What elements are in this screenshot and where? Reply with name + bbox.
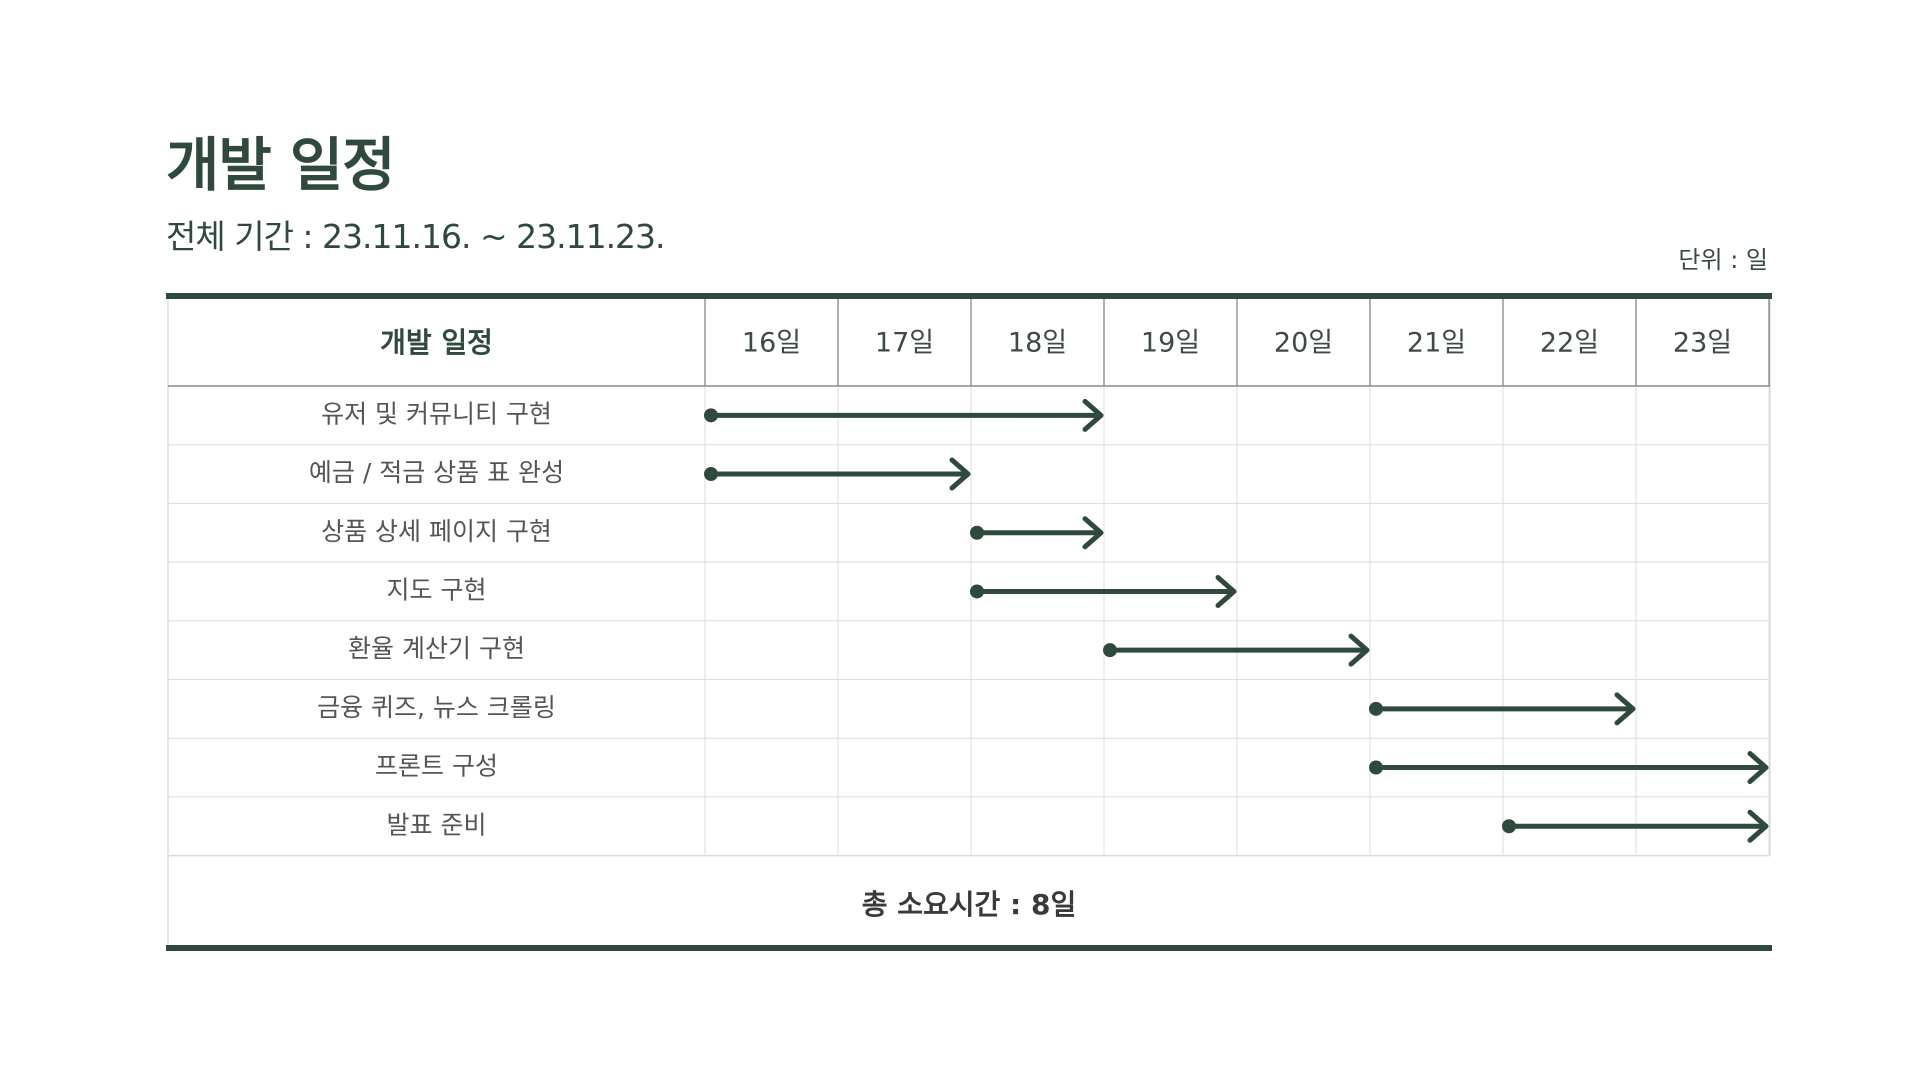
period-subtitle: 전체 기간 : 23.11.16. ~ 23.11.23. bbox=[166, 217, 666, 256]
task-arrowhead bbox=[1747, 809, 1769, 843]
task-start-dot bbox=[1369, 701, 1383, 716]
header-day-label: 21일 bbox=[1407, 328, 1466, 359]
task-arrowhead bbox=[1614, 692, 1636, 726]
task-start-dot bbox=[1369, 760, 1383, 775]
task-start-dot bbox=[970, 584, 984, 599]
task-arrowhead bbox=[1747, 751, 1769, 785]
task-name-label: 예금 / 적금 상품 표 완성 bbox=[309, 458, 564, 487]
task-start-dot bbox=[1502, 819, 1516, 834]
task-arrowhead bbox=[1082, 516, 1104, 550]
header-day-label: 23일 bbox=[1673, 328, 1732, 359]
task-start-dot bbox=[970, 525, 984, 540]
task-name-label: 프론트 구성 bbox=[375, 752, 498, 781]
header-day-label: 19일 bbox=[1141, 328, 1200, 359]
header-day-label: 22일 bbox=[1540, 328, 1599, 359]
task-arrowhead bbox=[1215, 574, 1237, 608]
task-name-label: 환율 계산기 구현 bbox=[348, 634, 525, 663]
task-name-label: 유저 및 커뮤니티 구현 bbox=[321, 399, 552, 428]
task-arrowhead bbox=[1348, 633, 1370, 667]
page-title: 개발 일정 bbox=[166, 131, 396, 199]
total-duration-label: 총 소요시간 : 8일 bbox=[862, 888, 1077, 921]
header-day-label: 17일 bbox=[875, 328, 934, 359]
task-start-dot bbox=[704, 408, 718, 423]
header-task-label: 개발 일정 bbox=[380, 326, 493, 359]
header-day-label: 18일 bbox=[1008, 328, 1067, 359]
task-start-dot bbox=[704, 467, 718, 482]
unit-label: 단위 : 일 bbox=[1678, 246, 1768, 274]
task-arrowhead bbox=[1082, 398, 1104, 432]
task-start-dot bbox=[1103, 643, 1117, 658]
task-name-label: 금융 퀴즈, 뉴스 크롤링 bbox=[317, 693, 556, 722]
task-arrowhead bbox=[949, 457, 971, 491]
header-day-label: 16일 bbox=[742, 328, 801, 359]
task-name-label: 상품 상세 페이지 구현 bbox=[321, 517, 552, 546]
header-day-label: 20일 bbox=[1274, 328, 1333, 359]
task-name-label: 발표 준비 bbox=[387, 810, 487, 839]
task-name-label: 지도 구현 bbox=[387, 575, 487, 604]
